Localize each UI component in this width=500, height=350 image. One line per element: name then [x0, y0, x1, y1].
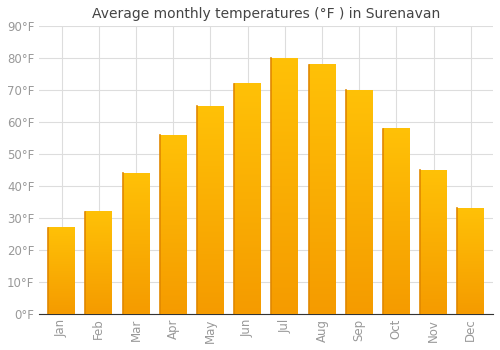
Title: Average monthly temperatures (°F ) in Surenavan: Average monthly temperatures (°F ) in Su… [92, 7, 440, 21]
